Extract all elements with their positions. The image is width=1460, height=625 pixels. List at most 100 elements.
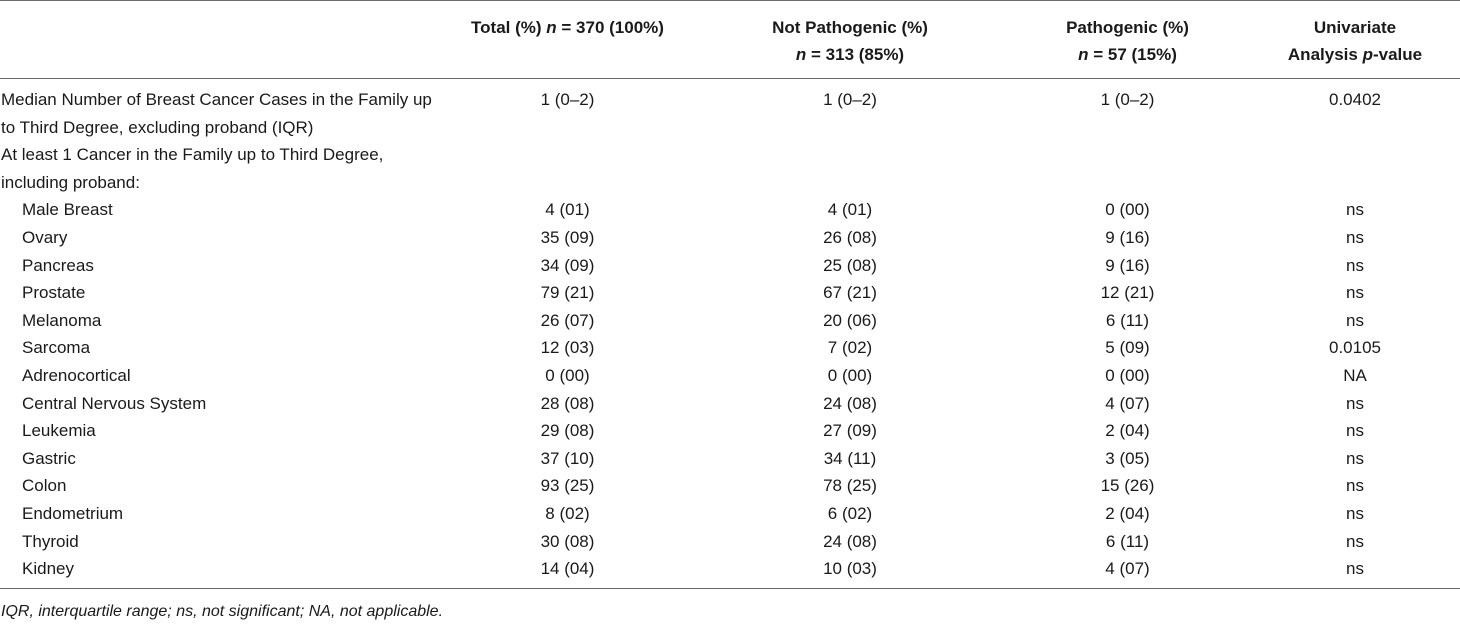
row-pathogenic: 4 (07)	[1005, 555, 1250, 589]
median-row: Median Number of Breast Cancer Cases in …	[0, 79, 1460, 142]
table-row: Leukemia 29 (08) 27 (09) 2 (04) ns	[0, 417, 1460, 445]
row-not-pathogenic: 34 (11)	[823, 448, 877, 468]
row-total: 4 (01)	[545, 200, 590, 220]
row-not-pathogenic: 4 (01)	[827, 200, 873, 220]
header-pathogenic-n: n	[1078, 45, 1089, 64]
table-row: Melanoma 26 (07) 20 (06) 6 (11) ns	[0, 307, 1460, 335]
row-not-pathogenic: 78 (25)	[823, 476, 877, 496]
section-empty-cell	[440, 141, 695, 196]
median-row-total: 1 (0–2)	[540, 90, 595, 109]
row-not-pathogenic: 0 (00)	[827, 365, 873, 385]
table-row: Central Nervous System 28 (08) 24 (08) 4 (0…	[0, 390, 1460, 418]
header-not-pathogenic-n: n	[795, 45, 807, 64]
row-not-pathogenic: 25 (08)	[823, 255, 877, 275]
header-not-pathogenic-suffix: = 313 (85%)	[806, 45, 905, 64]
header-pathogenic: Pathogenic (%) n = 57 (15%)	[1005, 0, 1250, 79]
section-empty-cell	[1005, 141, 1250, 196]
row-label: Central Nervous System	[22, 393, 207, 413]
row-total: 8 (02)	[545, 503, 590, 523]
median-row-not-pathogenic: 1 (0–2)	[823, 90, 877, 109]
table-row: Prostate 79 (21) 67 (21) 12 (21) ns	[0, 279, 1460, 307]
row-p-value: ns	[1346, 531, 1364, 551]
row-not-pathogenic: 24 (08)	[823, 531, 877, 551]
header-pathogenic-title: Pathogenic (%)	[1066, 18, 1189, 37]
row-pathogenic: 9 (16)	[1105, 227, 1150, 247]
row-total: 93 (25)	[540, 476, 595, 496]
row-p-value: ns	[1346, 227, 1364, 247]
header-pathogenic-suffix: = 57 (15%)	[1088, 45, 1177, 64]
header-total-n: n	[546, 18, 557, 37]
row-total: 0 (00)	[545, 365, 590, 385]
table-row: Endometrium 8 (02) 6 (02) 2 (04) ns	[0, 500, 1460, 528]
row-total: 14 (04)	[440, 555, 695, 589]
row-p-value: ns	[1346, 393, 1364, 413]
row-pathogenic: 6 (11)	[1105, 310, 1150, 330]
row-label: Adrenocortical	[22, 365, 131, 385]
section-empty-cell	[695, 141, 1005, 196]
results-table: Total (%) n = 370 (100%) Not Pathogenic …	[0, 0, 1460, 589]
median-row-p-value: 0.0402	[1329, 90, 1381, 109]
row-pathogenic: 4 (07)	[1105, 393, 1150, 413]
table-row: Gastric 37 (10) 34 (11) 3 (05) ns	[0, 445, 1460, 473]
row-p-value: ns	[1346, 310, 1364, 330]
row-pathogenic: 0 (00)	[1105, 200, 1150, 220]
row-not-pathogenic: 6 (02)	[827, 503, 873, 523]
header-univariate: Univariate Analysis p-value	[1250, 0, 1460, 79]
table-row: Sarcoma 12 (03) 7 (02) 5 (09) 0.0105	[0, 334, 1460, 362]
row-label: Prostate	[22, 283, 86, 303]
header-univariate-prefix: Analysis	[1287, 45, 1363, 64]
row-pathogenic: 12 (21)	[1100, 283, 1155, 303]
row-not-pathogenic: 7 (02)	[827, 338, 873, 358]
row-label: Pancreas	[22, 255, 94, 275]
row-not-pathogenic: 24 (08)	[823, 393, 877, 413]
row-pathogenic: 6 (11)	[1105, 531, 1150, 551]
table-row: Ovary 35 (09) 26 (08) 9 (16) ns	[0, 224, 1460, 252]
row-p-value: ns	[1346, 421, 1364, 441]
row-total: 37 (10)	[540, 448, 595, 468]
row-p-value: NA	[1343, 365, 1367, 385]
header-not-pathogenic-title: Not Pathogenic (%)	[772, 18, 928, 37]
table-row: Pancreas 34 (09) 25 (08) 9 (16) ns	[0, 252, 1460, 280]
table-row: Colon 93 (25) 78 (25) 15 (26) ns	[0, 472, 1460, 500]
section-label: At least 1 Cancer in the Family up to Th…	[1, 145, 384, 192]
row-p-value: ns	[1346, 255, 1364, 275]
row-label: Sarcoma	[22, 338, 91, 358]
table-row: Kidney 14 (04) 10 (03) 4 (07) ns	[0, 555, 1460, 589]
row-not-pathogenic: 27 (09)	[823, 421, 877, 441]
row-pathogenic: 2 (04)	[1105, 503, 1150, 523]
row-label: Gastric	[22, 448, 76, 468]
row-total: 79 (21)	[540, 283, 595, 303]
row-label: Male Breast	[22, 200, 113, 220]
row-total: 35 (09)	[540, 227, 595, 247]
row-not-pathogenic: 20 (06)	[823, 310, 877, 330]
row-pathogenic: 2 (04)	[1105, 421, 1150, 441]
row-label: Leukemia	[22, 421, 96, 441]
row-p-value: ns	[1346, 283, 1364, 303]
row-p-value: ns	[1346, 448, 1364, 468]
row-p-value: ns	[1346, 476, 1364, 496]
row-total: 34 (09)	[540, 255, 595, 275]
row-label: Colon	[22, 476, 67, 496]
row-total: 26 (07)	[540, 310, 595, 330]
header-univariate-p: p	[1362, 45, 1373, 64]
header-total-suffix: = 370 (100%)	[556, 18, 664, 37]
row-pathogenic: 5 (09)	[1105, 338, 1150, 358]
row-p-value: ns	[1250, 555, 1460, 589]
section-empty-cell	[1250, 141, 1460, 196]
header-total: Total (%) n = 370 (100%)	[440, 0, 695, 79]
row-pathogenic: 15 (26)	[1100, 476, 1155, 496]
row-label: Endometrium	[22, 503, 124, 523]
header-univariate-title: Univariate	[1313, 18, 1397, 37]
row-pathogenic: 0 (00)	[1105, 365, 1150, 385]
median-row-label: Median Number of Breast Cancer Cases in …	[1, 90, 432, 137]
header-not-pathogenic: Not Pathogenic (%) n = 313 (85%)	[695, 0, 1005, 79]
header-row: Total (%) n = 370 (100%) Not Pathogenic …	[0, 0, 1460, 79]
row-label: Melanoma	[22, 310, 102, 330]
row-p-value: 0.0105	[1329, 338, 1381, 358]
row-pathogenic: 9 (16)	[1105, 255, 1150, 275]
table-row: Adrenocortical 0 (00) 0 (00) 0 (00) NA	[0, 362, 1460, 390]
header-univariate-suffix: -value	[1372, 45, 1423, 64]
row-label: Thyroid	[22, 531, 79, 551]
table-footnote: IQR, interquartile range; ns, not signif…	[1, 603, 444, 620]
header-total-prefix: Total (%)	[471, 18, 547, 37]
